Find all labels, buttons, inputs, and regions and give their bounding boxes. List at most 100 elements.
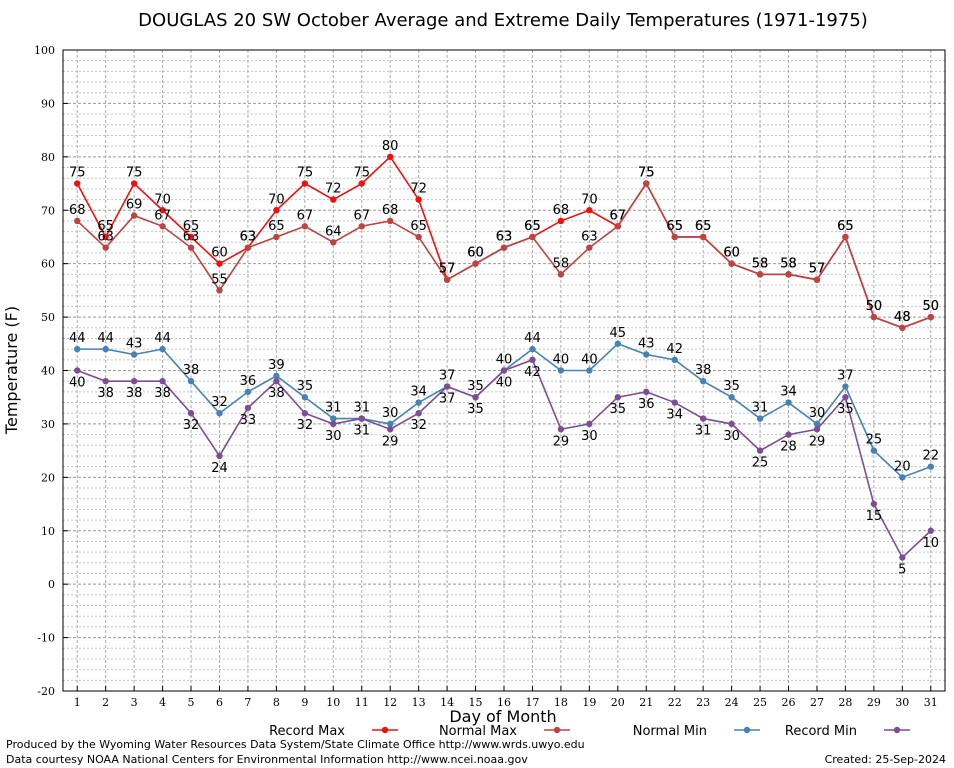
data-label: 30: [382, 406, 399, 421]
data-label: 63: [496, 230, 513, 245]
data-label: 37: [439, 392, 456, 407]
data-label: 38: [126, 386, 143, 401]
data-label: 30: [581, 429, 598, 444]
x-tick-label: 3: [131, 696, 138, 709]
data-point: [842, 383, 849, 390]
data-point: [529, 345, 536, 353]
data-label: 50: [866, 299, 883, 314]
data-point: [130, 377, 138, 385]
data-label: 72: [325, 182, 342, 197]
legend: Record Max Normal Max Normal Min Record Min: [269, 724, 910, 739]
x-tick-label: 17: [525, 696, 539, 709]
x-tick-label: 11: [355, 696, 369, 709]
data-point: [643, 351, 650, 358]
data-point: [216, 452, 223, 460]
data-point: [472, 260, 479, 267]
data-point: [500, 367, 508, 374]
data-label: 32: [410, 418, 427, 433]
data-point: [813, 426, 821, 433]
data-label: 69: [126, 198, 143, 213]
data-label: 57: [809, 262, 826, 277]
legend-marker: [553, 726, 561, 734]
x-tick-label: 6: [216, 696, 223, 709]
data-label: 39: [268, 358, 285, 373]
x-tick-label: 25: [753, 696, 767, 709]
data-point: [614, 223, 622, 230]
data-label: 38: [183, 363, 200, 378]
data-label: 65: [695, 219, 712, 234]
data-label: 64: [325, 224, 342, 239]
data-label: 40: [581, 353, 598, 368]
data-label: 70: [154, 192, 171, 207]
data-point: [785, 431, 792, 438]
x-tick-label: 10: [326, 696, 340, 709]
data-label: 31: [695, 424, 712, 439]
data-label: 67: [154, 208, 171, 223]
data-point: [899, 554, 906, 561]
data-point: [472, 394, 479, 401]
data-label: 58: [752, 256, 769, 271]
data-label: 40: [69, 376, 86, 391]
legend-label: Normal Min: [633, 724, 707, 739]
data-point: [586, 244, 593, 251]
data-label: 35: [723, 379, 740, 394]
data-point: [557, 217, 565, 225]
data-point: [870, 313, 878, 321]
y-tick-label: 10: [41, 525, 55, 538]
x-tick-label: 20: [611, 696, 625, 709]
data-point: [187, 233, 195, 241]
data-point: [74, 217, 81, 225]
y-tick-label: 90: [41, 97, 55, 110]
x-tick-label: 8: [273, 696, 280, 709]
data-point: [643, 180, 650, 187]
data-point: [159, 207, 166, 214]
data-point: [557, 271, 565, 278]
data-point: [244, 244, 252, 251]
data-point: [159, 345, 166, 353]
data-label: 65: [695, 219, 712, 234]
data-label: 67: [353, 208, 370, 223]
data-label: 43: [638, 336, 655, 351]
series-record-min: 40 38 38 38 32 24 33 38 32 30 31 29 32 37 35 40 42 29 30 35…: [69, 356, 939, 577]
chart-title: DOUGLAS 20 SW October Average and Extrem…: [138, 10, 868, 31]
data-point: [415, 233, 422, 241]
data-label: 67: [610, 208, 627, 223]
data-point: [273, 372, 280, 380]
data-point: [358, 180, 365, 187]
data-label: 65: [666, 219, 683, 234]
data-label: 34: [780, 385, 797, 400]
data-label: 38: [268, 386, 285, 401]
data-label: 30: [723, 429, 740, 444]
data-label: 25: [752, 456, 769, 471]
data-label: 30: [325, 429, 342, 444]
data-label: 80: [382, 139, 399, 154]
data-point: [358, 223, 365, 230]
data-label: 68: [553, 203, 570, 218]
data-label: 58: [780, 256, 797, 271]
data-point: [330, 196, 337, 203]
data-label: 58: [780, 256, 797, 271]
x-tick-label: 26: [782, 696, 796, 709]
data-label: 32: [183, 418, 200, 433]
data-label: 42: [524, 365, 541, 380]
x-tick-label: 23: [696, 696, 710, 709]
y-axis-title: Temperature (F): [2, 306, 21, 435]
data-point: [102, 345, 109, 353]
y-tick-label: 30: [41, 418, 55, 431]
data-point: [74, 345, 81, 353]
y-tick-label: 20: [41, 471, 55, 484]
data-label: 25: [866, 433, 883, 448]
data-point: [756, 447, 764, 454]
data-label: 30: [809, 406, 826, 421]
x-tick-label: 14: [440, 696, 454, 709]
data-point: [870, 447, 878, 454]
data-point: [813, 420, 821, 428]
data-point: [187, 410, 195, 417]
data-point: [671, 356, 678, 364]
data-label: 50: [923, 299, 940, 314]
data-label: 68: [382, 203, 399, 218]
data-point: [301, 180, 309, 187]
x-tick-label: 24: [725, 696, 739, 709]
x-tick-label: 18: [554, 696, 568, 709]
data-point: [529, 233, 536, 241]
